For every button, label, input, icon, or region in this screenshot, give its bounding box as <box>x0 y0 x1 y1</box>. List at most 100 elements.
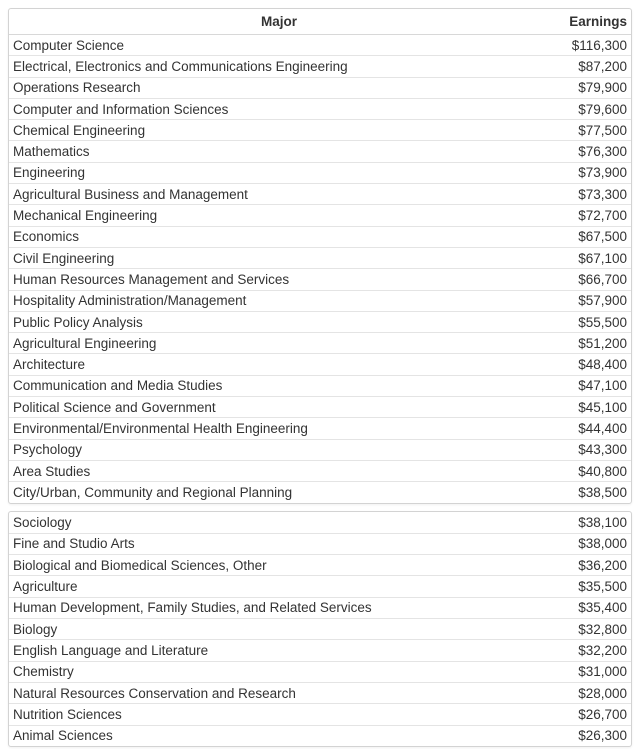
major-cell: Mathematics <box>9 140 549 163</box>
table-row: Agricultural Engineering $51,200 <box>9 332 631 355</box>
major-cell: Chemical Engineering <box>9 119 549 142</box>
major-cell: Hospitality Administration/Management <box>9 290 549 312</box>
earnings-table-card-bottom: Sociology $38,100 Fine and Studio Arts $38,… <box>8 511 632 748</box>
earnings-cell: $40,800 <box>549 460 631 483</box>
table-row: Electrical, Electronics and Communicatio… <box>9 55 631 78</box>
table-row: Psychology $43,300 <box>9 439 631 461</box>
major-cell: Human Resources Management and Services <box>9 268 549 291</box>
earnings-cell: $55,500 <box>549 311 631 334</box>
major-cell: Communication and Media Studies <box>9 375 549 398</box>
table-row: Animal Sciences $26,300 <box>9 725 631 746</box>
major-cell: Animal Sciences <box>13 728 113 744</box>
earnings-cell: $48,400 <box>549 353 631 376</box>
earnings-cell: $66,700 <box>549 268 631 291</box>
major-cell: Biological and Biomedical Sciences, Othe… <box>9 554 549 577</box>
table-row: Public Policy Analysis $55,500 <box>9 311 631 334</box>
major-cell: Sociology <box>9 512 549 534</box>
earnings-cell: $57,900 <box>549 290 631 312</box>
earnings-cell: $72,700 <box>549 204 631 227</box>
major-cell: Human Development, Family Studies, and R… <box>9 597 549 620</box>
table-row: Human Development, Family Studies, and R… <box>9 597 631 620</box>
earnings-cell: $67,500 <box>549 226 631 248</box>
table-row: Computer and Information Sciences $79,600 <box>9 98 631 121</box>
earnings-cell: $77,500 <box>549 119 631 142</box>
major-cell: Mechanical Engineering <box>9 204 549 227</box>
earnings-cell: $26,300 <box>578 728 627 744</box>
major-cell: Engineering <box>9 162 549 185</box>
table-row: Biological and Biomedical Sciences, Othe… <box>9 554 631 577</box>
table-row: Engineering $73,900 <box>9 162 631 185</box>
major-cell: Public Policy Analysis <box>9 311 549 334</box>
table-row: Fine and Studio Arts $38,000 <box>9 533 631 556</box>
major-cell: City/Urban, Community and Regional Plann… <box>13 485 293 501</box>
earnings-cell: $35,500 <box>549 575 631 598</box>
major-cell: Natural Resources Conservation and Resea… <box>9 682 549 705</box>
earnings-cell: $31,000 <box>549 661 631 683</box>
earnings-cell: $43,300 <box>549 439 631 461</box>
table-row: Natural Resources Conservation and Resea… <box>9 682 631 705</box>
earnings-cell: $79,600 <box>549 98 631 121</box>
table-row: Agricultural Business and Management $73,… <box>9 183 631 206</box>
earnings-table-bottom: Sociology $38,100 Fine and Studio Arts $38,… <box>9 512 631 746</box>
earnings-table-top: Major Earnings Computer Science $116,300 E… <box>9 9 631 503</box>
table-row: Mechanical Engineering $72,700 <box>9 204 631 227</box>
table-row: Sociology $38,100 <box>9 512 631 534</box>
table-row: Environmental/Environmental Health Engin… <box>9 417 631 440</box>
column-header-earnings: Earnings <box>549 9 631 35</box>
major-cell: English Language and Literature <box>9 639 549 662</box>
major-cell: Computer and Information Sciences <box>9 98 549 121</box>
earnings-cell: $51,200 <box>549 332 631 355</box>
earnings-cell: $38,100 <box>549 512 631 534</box>
table-body-bottom: Sociology $38,100 Fine and Studio Arts $38,… <box>9 512 631 746</box>
table-row: Architecture $48,400 <box>9 353 631 376</box>
table-row: Communication and Media Studies $47,100 <box>9 375 631 398</box>
table-row: Hospitality Administration/Management $57… <box>9 290 631 312</box>
column-header-major: Major <box>9 9 549 35</box>
major-cell: Electrical, Electronics and Communicatio… <box>9 55 549 78</box>
earnings-cell: $44,400 <box>549 417 631 440</box>
earnings-cell: $45,100 <box>549 396 631 419</box>
earnings-cell: $73,300 <box>549 183 631 206</box>
major-cell: Area Studies <box>9 460 549 483</box>
major-cell: Nutrition Sciences <box>9 703 549 726</box>
earnings-cell: $87,200 <box>549 55 631 78</box>
table-row: Agriculture $35,500 <box>9 575 631 598</box>
table-row: Economics $67,500 <box>9 226 631 248</box>
earnings-cell: $116,300 <box>549 34 631 57</box>
earnings-cell: $76,300 <box>549 140 631 163</box>
major-cell: Architecture <box>9 353 549 376</box>
earnings-cell: $28,000 <box>549 682 631 705</box>
table-row: Civil Engineering $67,100 <box>9 247 631 270</box>
major-cell: Chemistry <box>9 661 549 683</box>
table-row: Operations Research $79,900 <box>9 77 631 99</box>
table-row: Chemical Engineering $77,500 <box>9 119 631 142</box>
earnings-cell: $32,200 <box>549 639 631 662</box>
table-row: City/Urban, Community and Regional Plann… <box>9 482 631 503</box>
earnings-cell: $38,000 <box>549 533 631 556</box>
earnings-cell: $47,100 <box>549 375 631 398</box>
table-row: English Language and Literature $32,200 <box>9 639 631 662</box>
major-cell: Agriculture <box>9 575 549 598</box>
major-cell: Economics <box>9 226 549 248</box>
table-row: Biology $32,800 <box>9 618 631 641</box>
table-row: Computer Science $116,300 <box>9 34 631 57</box>
earnings-cell: $26,700 <box>549 703 631 726</box>
earnings-cell: $36,200 <box>549 554 631 577</box>
table-body-top: Computer Science $116,300 Electrical, Elec… <box>9 34 631 504</box>
major-cell: Agricultural Business and Management <box>9 183 549 206</box>
earnings-cell: $35,400 <box>549 597 631 620</box>
major-cell: Fine and Studio Arts <box>9 533 549 556</box>
major-cell: Agricultural Engineering <box>9 332 549 355</box>
major-cell: Biology <box>9 618 549 641</box>
earnings-cell: $32,800 <box>549 618 631 641</box>
earnings-cell: $67,100 <box>549 247 631 270</box>
table-row: Political Science and Government $45,100 <box>9 396 631 419</box>
major-cell: Political Science and Government <box>9 396 549 419</box>
table-row: Chemistry $31,000 <box>9 661 631 683</box>
earnings-cell: $38,500 <box>578 485 627 501</box>
table-row: Nutrition Sciences $26,700 <box>9 703 631 726</box>
major-cell: Psychology <box>9 439 549 461</box>
major-cell: Environmental/Environmental Health Engin… <box>9 417 549 440</box>
earnings-table-card-top: Major Earnings Computer Science $116,300 E… <box>8 8 632 505</box>
